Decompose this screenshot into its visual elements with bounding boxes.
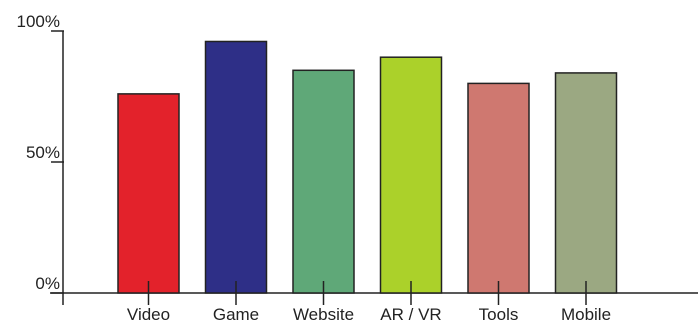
y-tick-label: 50% [26, 143, 60, 162]
x-tick-label: Tools [479, 305, 519, 324]
x-tick-label: Video [127, 305, 170, 324]
bar-game [204, 40, 268, 294]
y-tick-label: 100% [17, 12, 60, 31]
bar-mobile [554, 72, 618, 294]
y-ticks: 0% 50% 100% [17, 12, 64, 294]
x-tick-label: Game [213, 305, 259, 324]
x-tick-label: Website [293, 305, 354, 324]
bar-website [292, 69, 355, 294]
bar-video [117, 93, 180, 294]
x-tick-label: Mobile [561, 305, 611, 324]
bar-tools [467, 82, 530, 294]
bar-ar-vr [379, 56, 443, 294]
x-ticks: Video Game Website AR / VR Tools Mobile [127, 281, 611, 324]
y-tick-label: 0% [35, 274, 60, 293]
x-tick-label: AR / VR [380, 305, 441, 324]
bars [117, 40, 618, 294]
